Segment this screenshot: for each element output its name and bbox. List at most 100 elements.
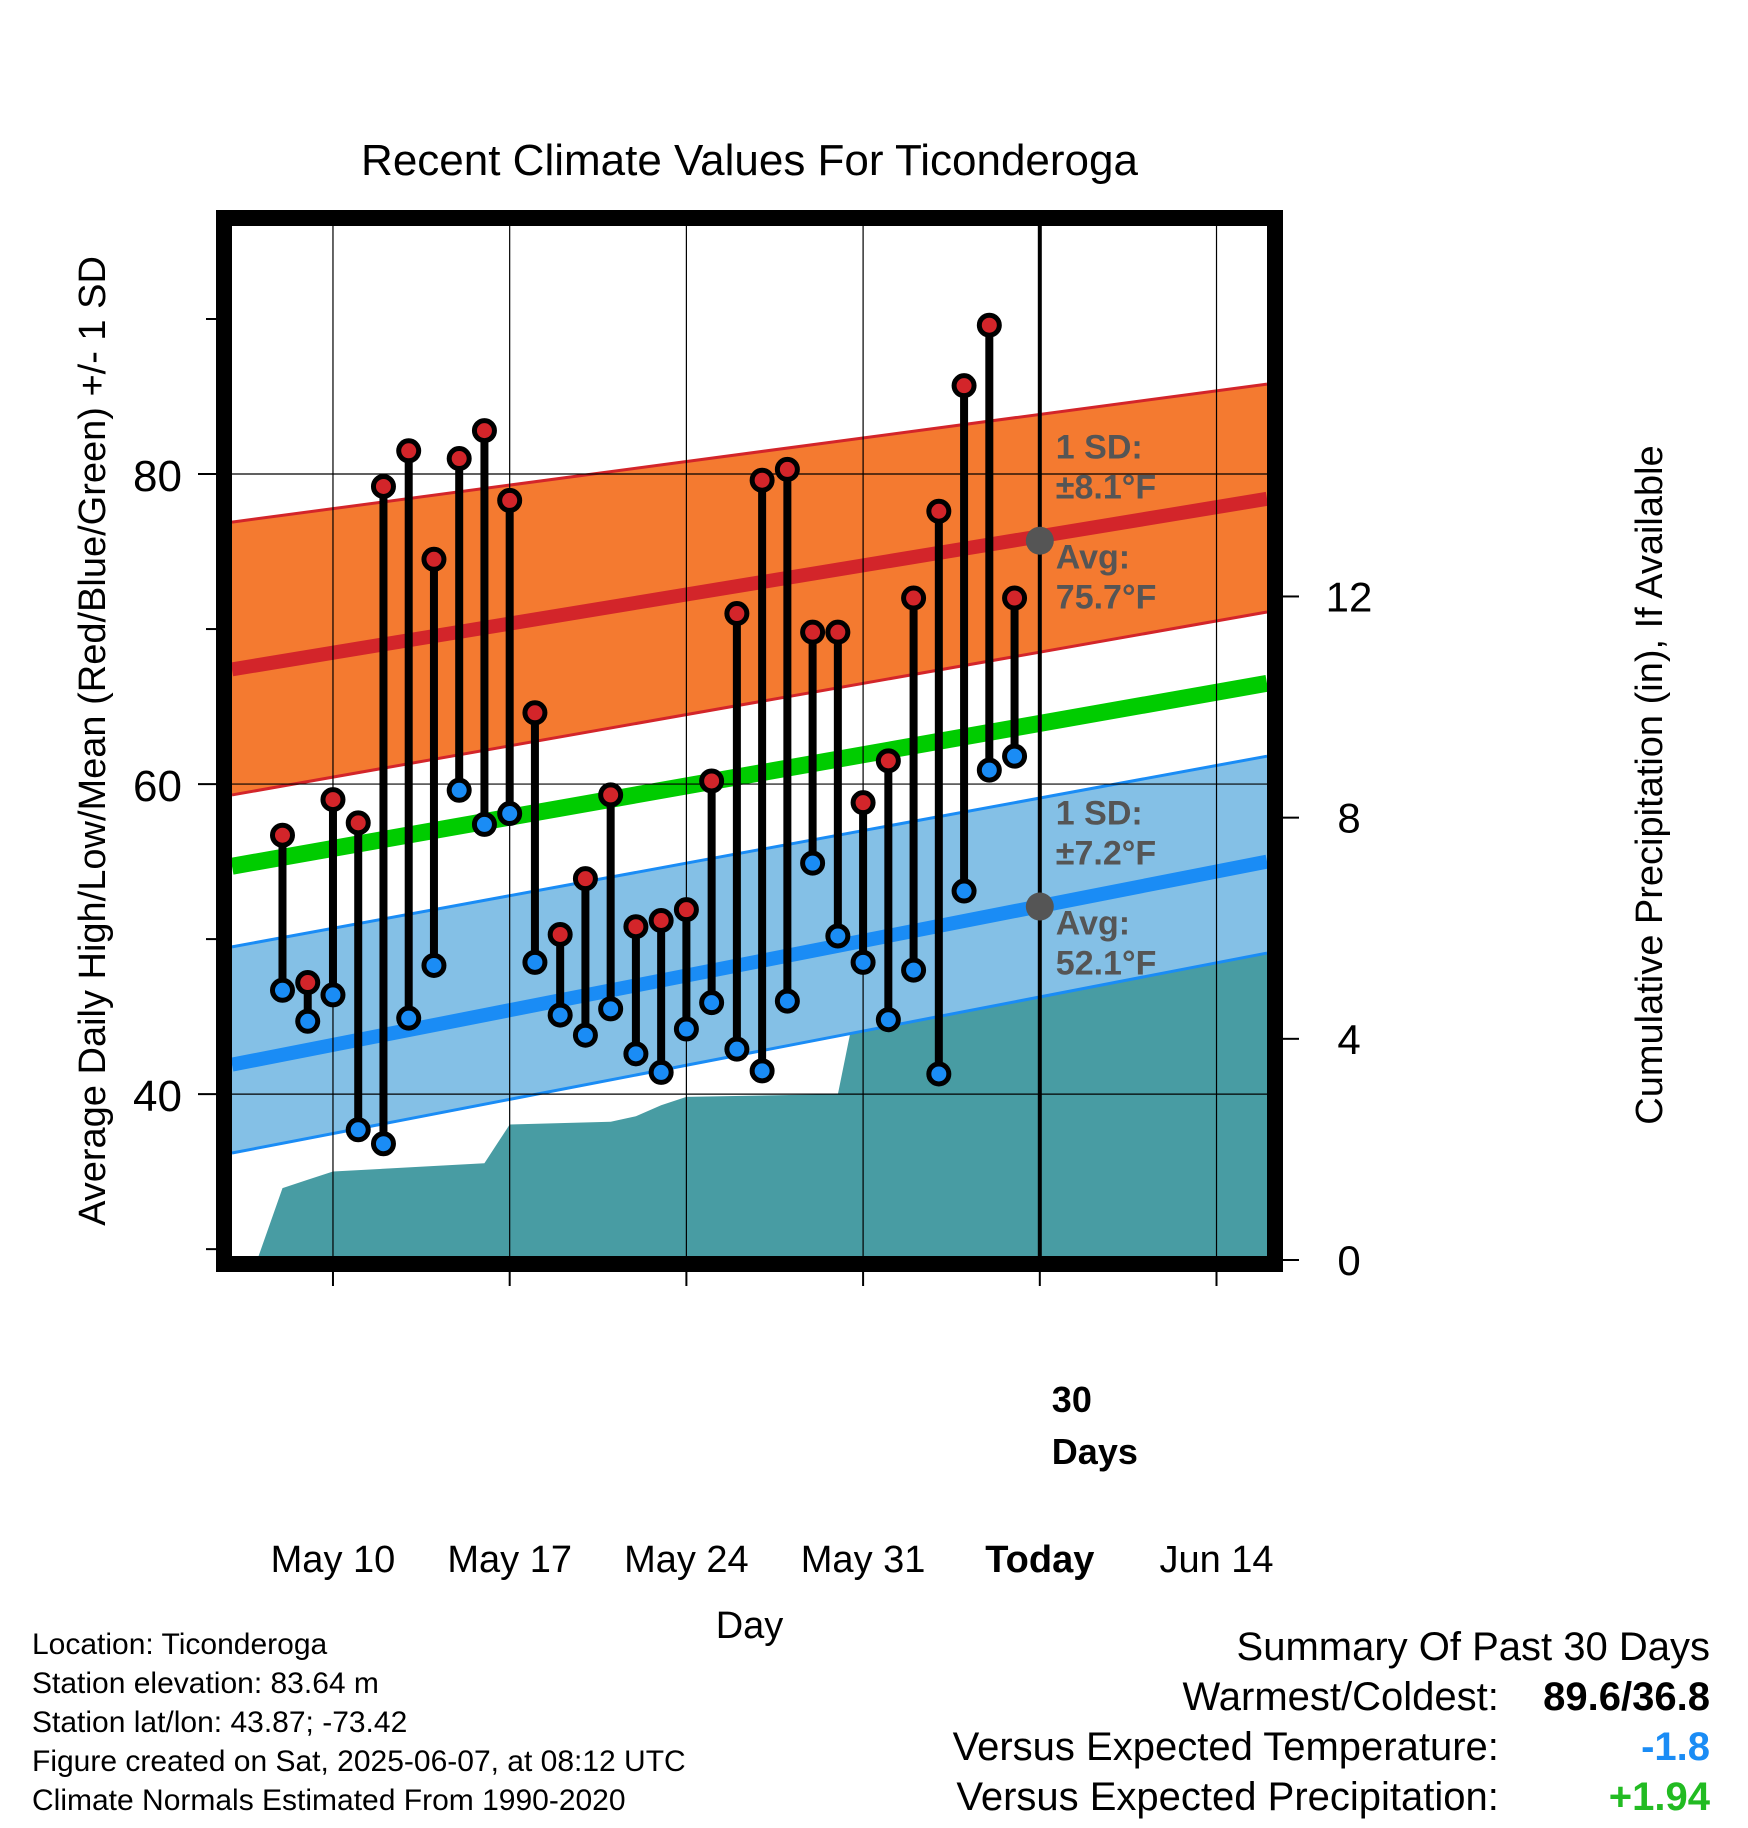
- summary-precip-row: Versus Expected Precipitation: +1.94: [953, 1772, 1710, 1822]
- y2-tick-label: 8: [1337, 795, 1360, 842]
- low-temp-point: [598, 996, 624, 1022]
- high-temp-point: [926, 498, 952, 524]
- y2-tick-label: 12: [1326, 573, 1373, 620]
- high-temp-point: [673, 897, 699, 923]
- high-temp-point: [648, 908, 674, 934]
- high-temp-point: [623, 914, 649, 940]
- x-tick-label: May 17: [447, 1539, 572, 1581]
- high-temp-point: [497, 487, 523, 513]
- chart-title: Recent Climate Values For Ticonderoga: [361, 136, 1138, 185]
- grid-layer: [216, 210, 1283, 1272]
- summary-precip-label: Versus Expected Precipitation:: [956, 1775, 1499, 1819]
- high-temp-point: [421, 546, 447, 572]
- axis-layer: Recent Climate Values For Ticonderoga May…: [72, 136, 1671, 1647]
- high-temp-point: [825, 619, 851, 645]
- low-sd-label-line: ±7.2°F: [1056, 835, 1156, 873]
- low-temp-point: [471, 811, 497, 837]
- high-sd-label-line: ±8.1°F: [1056, 469, 1156, 507]
- low-temp-point: [724, 1036, 750, 1062]
- low-temp-point: [295, 1008, 321, 1034]
- y-tick-label: 40: [133, 1072, 182, 1121]
- summary-temp-value: -1.8: [1641, 1725, 1710, 1769]
- low-sd-upper-line: [231, 754, 1268, 949]
- summary-warmest-value: 89.6/36.8: [1543, 1675, 1710, 1719]
- low-temp-point: [497, 801, 523, 827]
- y2-tick-label: 4: [1337, 1016, 1360, 1063]
- low-sd-band: [232, 756, 1267, 1154]
- high-temp-point: [269, 822, 295, 848]
- today-low-avg-marker: [1025, 892, 1054, 921]
- x-tick-label: May 10: [271, 1539, 396, 1581]
- high-temp-point: [370, 473, 396, 499]
- y2-tick-label: 0: [1337, 1237, 1360, 1284]
- low-temp-point: [1002, 743, 1028, 769]
- normal-bands-layer: [230, 382, 1269, 1155]
- station-info: Location: Ticonderoga Station elevation:…: [32, 1625, 686, 1820]
- normals-text: Climate Normals Estimated From 1990-2020: [32, 1784, 626, 1817]
- low-temp-point: [976, 757, 1002, 783]
- y2-axis-label: Cumulative Precipitation (in), If Availa…: [1629, 445, 1671, 1124]
- low-temp-point: [370, 1131, 396, 1157]
- y-tick-label: 80: [133, 452, 182, 501]
- summary-title: Summary Of Past 30 Days: [1236, 1625, 1710, 1669]
- latlon-text: Station lat/lon: 43.87; -73.42: [32, 1706, 408, 1739]
- x-axis-label: Day: [716, 1605, 784, 1647]
- high-avg-label-line: 75.7°F: [1056, 579, 1157, 617]
- high-temp-point: [320, 787, 346, 813]
- low-temp-point: [699, 990, 725, 1016]
- low-temp-point: [926, 1061, 952, 1087]
- days-label: Days: [1052, 1431, 1138, 1472]
- high-temp-point: [951, 373, 977, 399]
- high-sd-label-line: 1 SD:: [1056, 429, 1143, 467]
- high-temp-point: [522, 700, 548, 726]
- x-tick-label: May 24: [624, 1539, 749, 1581]
- today-high-avg-marker: [1025, 526, 1054, 555]
- high-temp-point: [875, 748, 901, 774]
- high-sd-lower-line: [231, 610, 1268, 797]
- low-temp-point: [446, 777, 472, 803]
- low-sd-lower-line: [231, 951, 1268, 1155]
- high-temp-point: [976, 312, 1002, 338]
- summary-panel: Summary Of Past 30 Days Warmest/Coldest:…: [953, 1622, 1710, 1822]
- summary-precip-value: +1.94: [1608, 1775, 1710, 1819]
- summary-temp-label: Versus Expected Temperature:: [952, 1725, 1499, 1769]
- x-tick-label: May 31: [801, 1539, 926, 1581]
- avg-high-line: [230, 491, 1269, 677]
- high-temp-point: [724, 601, 750, 627]
- low-temp-point: [825, 923, 851, 949]
- low-sd-label-line: 1 SD:: [1056, 795, 1143, 833]
- high-temp-point: [1002, 585, 1028, 611]
- x-tick-label: Today: [985, 1539, 1094, 1581]
- summary-warmest-label: Warmest/Coldest:: [1182, 1675, 1499, 1719]
- high-sd-upper-line: [231, 382, 1268, 524]
- avg-low-line: [230, 854, 1269, 1072]
- low-temp-point: [572, 1022, 598, 1048]
- high-temp-point: [471, 418, 497, 444]
- high-temp-point: [850, 790, 876, 816]
- high-temp-point: [572, 866, 598, 892]
- elevation-text: Station elevation: 83.64 m: [32, 1667, 379, 1700]
- high-temp-point: [396, 438, 422, 464]
- low-temp-point: [673, 1016, 699, 1042]
- high-temp-point: [800, 619, 826, 645]
- high-temp-point: [749, 467, 775, 493]
- low-temp-point: [396, 1005, 422, 1031]
- x-tick-label: Jun 14: [1159, 1539, 1273, 1581]
- y-tick-label: 60: [133, 762, 182, 811]
- daily-bars-layer: [269, 312, 1028, 1157]
- days-label: 30: [1052, 1379, 1092, 1420]
- low-temp-point: [421, 952, 447, 978]
- plot-frame: [216, 210, 1283, 1272]
- high-temp-point: [446, 446, 472, 472]
- summary-warmest-row: Warmest/Coldest: 89.6/36.8: [953, 1672, 1711, 1722]
- low-avg-label-line: Avg:: [1056, 905, 1130, 943]
- high-temp-point: [547, 921, 573, 947]
- created-text: Figure created on Sat, 2025-06-07, at 08…: [32, 1745, 686, 1778]
- low-temp-point: [800, 850, 826, 876]
- high-temp-point: [699, 768, 725, 794]
- location-text: Location: Ticonderoga: [32, 1628, 328, 1661]
- low-temp-point: [648, 1059, 674, 1085]
- low-temp-point: [522, 949, 548, 975]
